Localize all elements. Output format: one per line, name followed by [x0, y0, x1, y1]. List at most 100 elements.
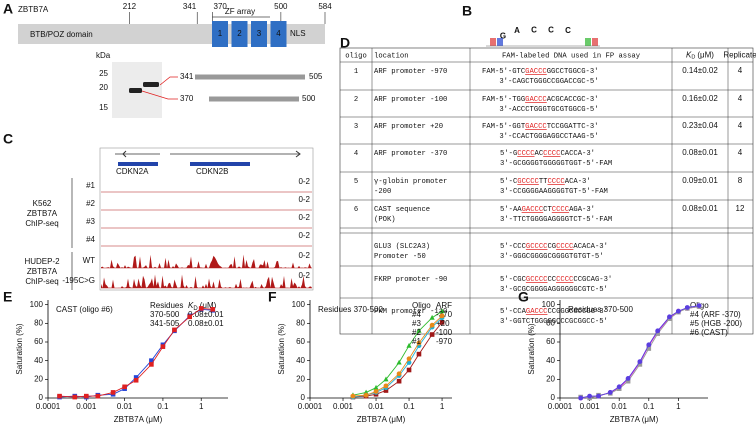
data-point — [655, 331, 661, 336]
group-label: ChIP-seq — [25, 277, 58, 286]
chart-title: CAST (oligo #6) — [56, 305, 113, 314]
data-point — [373, 384, 379, 390]
y-tick-label: 60 — [34, 337, 43, 346]
x-tick-label: 1 — [199, 402, 204, 411]
data-point — [122, 384, 127, 390]
sequence-part: ACA-3' — [565, 178, 591, 186]
y-tick-label: 0 — [39, 393, 44, 402]
data-point — [396, 359, 402, 365]
data-point — [429, 314, 435, 320]
sequence-top: 5'-CGCGCCCCCCCCCCCCGCAG-3' — [500, 276, 612, 284]
y-tick-label: 60 — [546, 337, 555, 346]
marker-label: 25 — [99, 69, 108, 78]
oligo-id: 3 — [354, 123, 358, 131]
data-point — [406, 367, 412, 373]
position-label: 212 — [123, 2, 137, 11]
motif: CCCC — [517, 150, 535, 158]
location: PKM promoter -110 — [374, 308, 447, 316]
data-point — [210, 307, 216, 312]
logo-minor — [497, 38, 503, 46]
domain-label: BTB/POZ domain — [30, 30, 93, 39]
kd-symbol: K — [686, 51, 692, 60]
chart-title: Residues 370-500 — [568, 305, 633, 314]
sequence-bottom: 3'-CCGGGGAAGGGGTGT-5'-FAM — [500, 188, 608, 196]
motif: GACCC — [526, 308, 548, 316]
y-axis-label: Saturation (%) — [15, 323, 24, 374]
motif: GCCCC — [517, 178, 539, 186]
data-point — [596, 393, 601, 399]
replicate: 4 — [738, 148, 743, 157]
logo-minor — [592, 38, 598, 46]
y-tick-label: 20 — [546, 374, 555, 383]
data-point — [696, 303, 702, 308]
location: GLU3 (SLC2A3) — [374, 243, 430, 251]
sequence-top: FAM-5'-GTCGACCCGGCCTGGCG-3' — [482, 68, 598, 76]
y-tick-label: 100 — [542, 300, 556, 309]
track-label: #2 — [86, 199, 95, 208]
track-scale: 0-2 — [298, 195, 310, 204]
location: FKRP promoter -90 — [374, 276, 447, 284]
data-point — [646, 346, 652, 351]
logo-letter: C — [548, 25, 554, 34]
gene-label: CDKN2B — [196, 167, 228, 176]
location: (POK) — [374, 216, 396, 224]
y-tick-label: 20 — [34, 374, 43, 383]
x-tick-label: 0.0001 — [36, 402, 61, 411]
x-tick-label: 0.01 — [368, 402, 384, 411]
replicate: 4 — [738, 94, 743, 103]
data-point — [383, 388, 389, 393]
x-tick-label: 1 — [676, 402, 681, 411]
panel-label: C — [3, 131, 13, 147]
x-tick-label: 0.001 — [76, 402, 97, 411]
data-point — [363, 392, 369, 398]
group-label: HUDEP-2 — [24, 257, 60, 266]
data-point — [416, 328, 422, 333]
sequence-part: GGCCTGGCG-3' — [547, 68, 599, 76]
sequence-top: 5'-AAGACCCCTCCCCAGA-3' — [500, 206, 595, 214]
x-tick-label: 0.1 — [403, 402, 415, 411]
sequence-part: FAM-5'-TGG — [482, 96, 525, 104]
legend-value: -100 — [436, 328, 453, 337]
position-label: 584 — [318, 2, 332, 11]
track-scale: 0-2 — [298, 251, 310, 260]
gene-model — [118, 162, 158, 166]
track-label: #1 — [86, 181, 95, 190]
x-tick-label: 0.001 — [333, 402, 354, 411]
legend-value-title: ARF — [436, 301, 452, 310]
pointer — [141, 90, 178, 100]
sequence-bottom: 3'-GCGGGGTGGGGGTGGT-5'-FAM — [500, 160, 612, 168]
track-label: #3 — [86, 217, 95, 226]
data-point — [373, 389, 379, 394]
data-point — [646, 342, 652, 348]
data-point — [396, 371, 402, 377]
motif: CCCC — [547, 178, 565, 186]
legend-value: -370 — [436, 310, 453, 319]
data-point — [149, 358, 154, 363]
legend-value: 0.08±0.01 — [188, 319, 224, 328]
location: γ-globin promoter — [374, 178, 447, 186]
track-scale: 0-2 — [298, 213, 310, 222]
panel-label: A — [3, 1, 13, 17]
group-label: ZBTB7A — [27, 267, 58, 276]
oligo-id: 1 — [354, 68, 358, 76]
logo-minor — [585, 38, 591, 46]
location: Promoter -50 — [374, 253, 426, 261]
data-point — [133, 377, 139, 383]
gene-label: CDKN2A — [116, 167, 149, 176]
logo-letter: G — [500, 31, 506, 40]
y-tick-label: 40 — [546, 356, 555, 365]
protein-name: ZBTB7A — [18, 5, 49, 14]
sequence-top: 5'-CGCCCCTTCCCCACA-3' — [500, 178, 591, 186]
pointer — [159, 76, 178, 86]
table-header: KD (μM) — [686, 51, 714, 61]
y-tick-label: 80 — [296, 318, 305, 327]
data-point — [439, 308, 445, 314]
zf-number: 1 — [218, 29, 223, 38]
y-tick-label: 100 — [30, 300, 44, 309]
data-point — [350, 393, 356, 399]
data-point — [439, 313, 445, 319]
x-axis-label: ZBTB7A (μM) — [114, 415, 163, 424]
legend-value-title: KD (μM) — [188, 301, 217, 311]
x-tick-label: 0.1 — [157, 402, 169, 411]
